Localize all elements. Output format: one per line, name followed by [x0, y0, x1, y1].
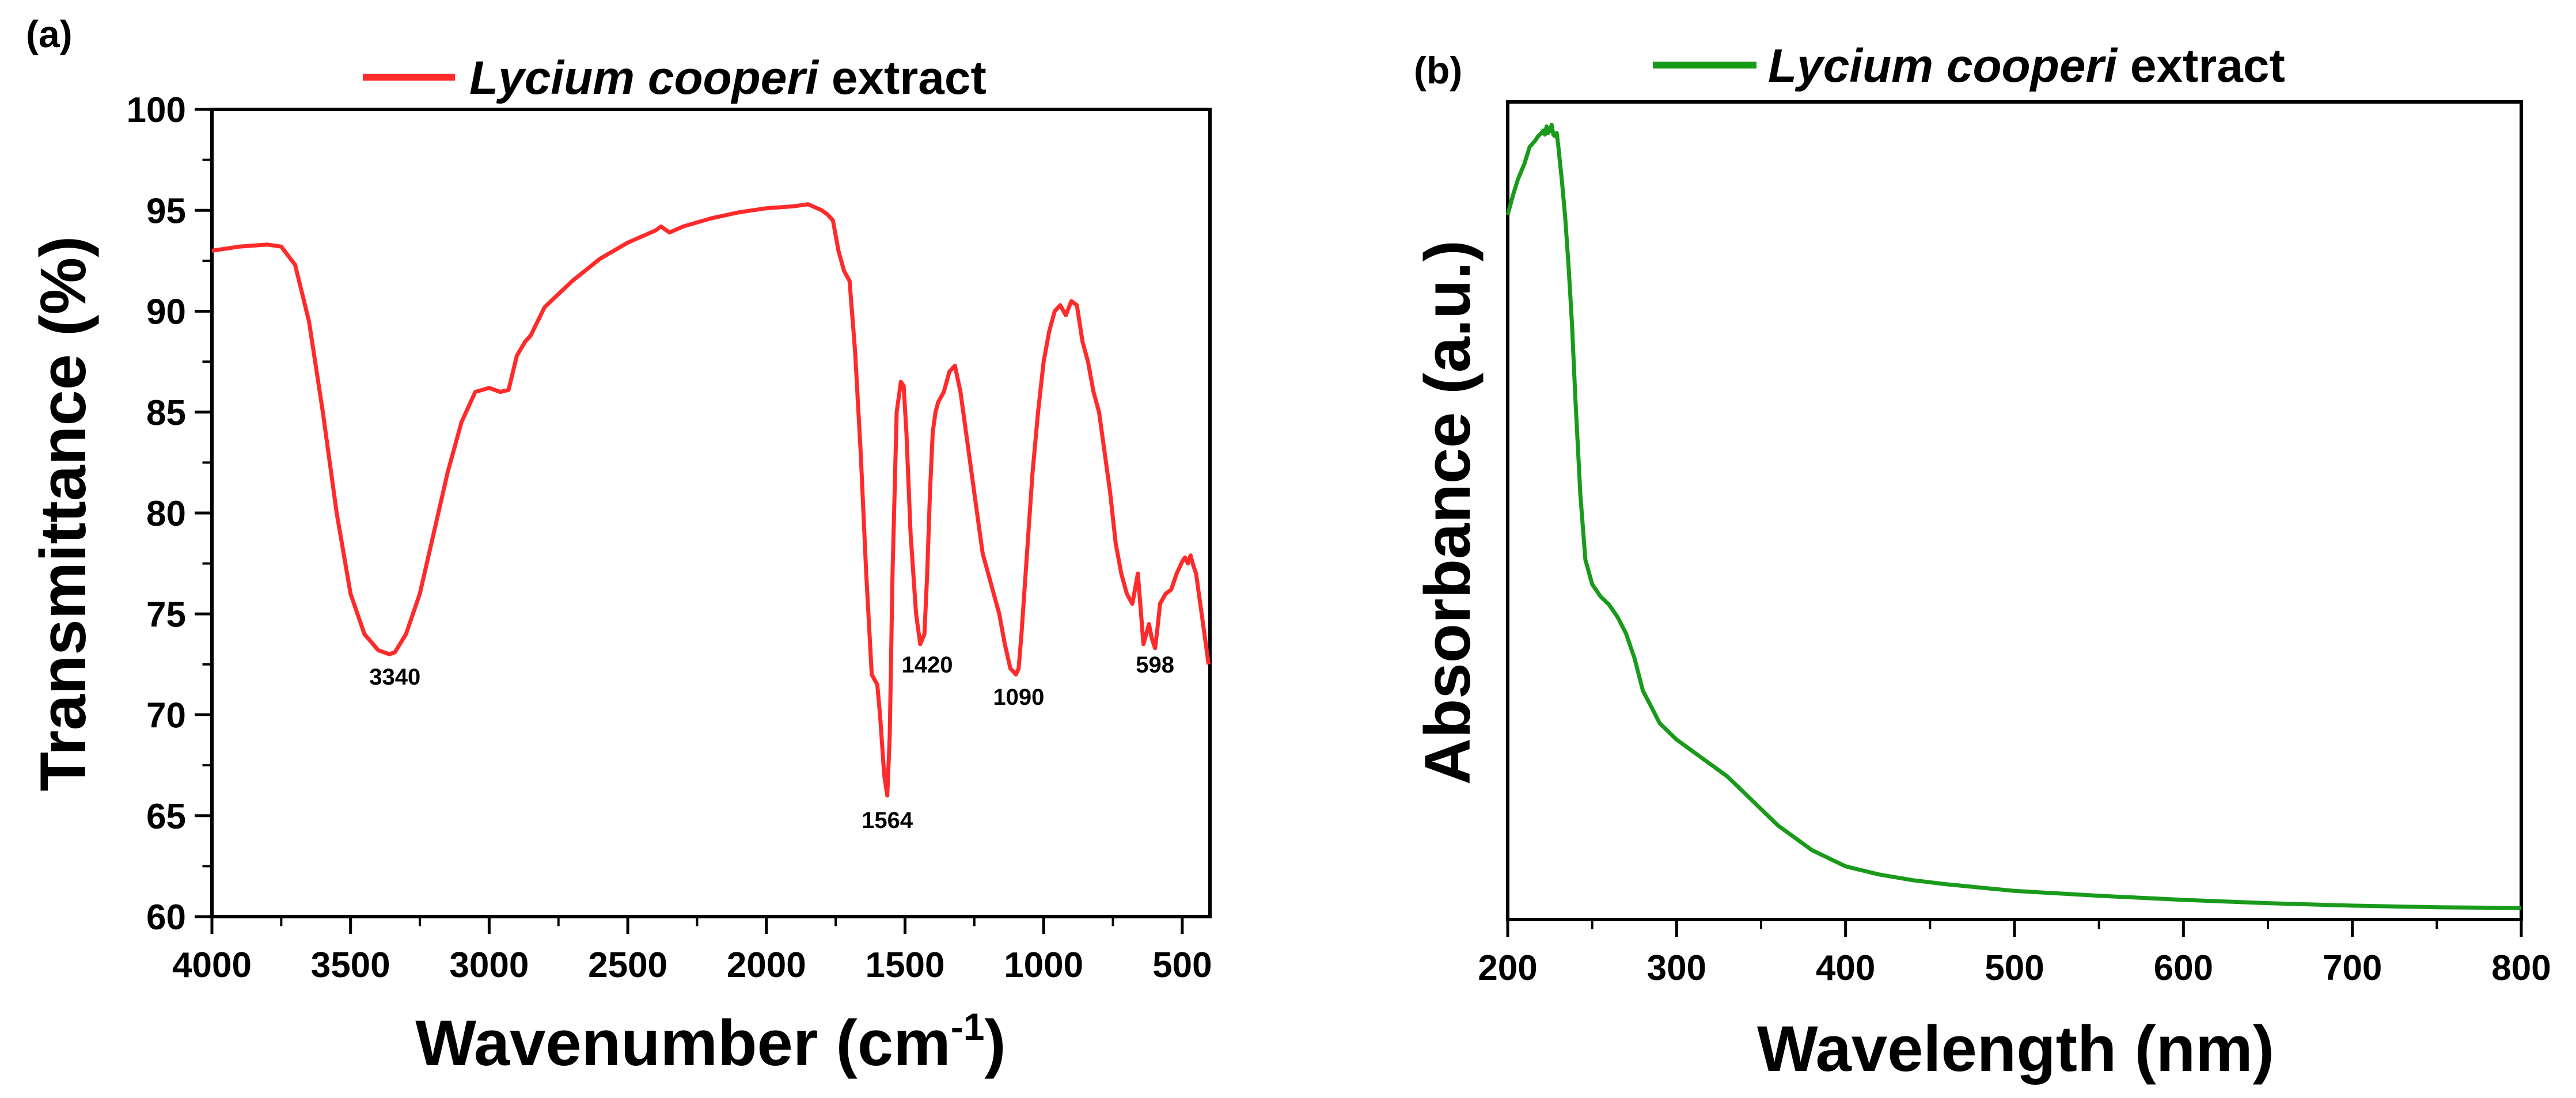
y-tick-label: 60 — [146, 898, 186, 937]
y-tick-label: 65 — [146, 797, 186, 837]
y-tick-label: 90 — [146, 292, 186, 332]
panel-b-legend-rest: extract — [2117, 40, 2285, 92]
panel-a-x-ticks: 4000 3500 3000 2500 2000 1500 1000 500 — [172, 917, 1212, 985]
x-tick-label: 300 — [1647, 948, 1706, 988]
panel-b-series-line — [1505, 123, 2522, 910]
y-tick-label: 70 — [146, 696, 186, 736]
x-tick-label: 700 — [2323, 948, 2382, 988]
panel-b-uvvis-chart: (b) Lycium cooperi extract 200 300 400 500 6… — [1412, 40, 2551, 1085]
panel-a-x-axis-close: ) — [984, 1007, 1006, 1079]
x-tick-label: 4000 — [172, 945, 252, 985]
x-tick-label: 2500 — [588, 945, 667, 985]
panel-b-label: (b) — [1414, 49, 1462, 92]
peak-label: 1564 — [862, 808, 913, 833]
panel-b-legend-label: Lycium cooperi extract — [1768, 40, 2285, 92]
y-tick-label: 85 — [146, 393, 186, 433]
panel-b-x-ticks: 200 300 400 500 600 700 800 — [1478, 920, 2551, 988]
peak-label: 3340 — [369, 664, 420, 690]
y-tick-label: 95 — [146, 191, 186, 231]
panel-a-x-axis-title: Wavenumber (cm-1) — [415, 1005, 1006, 1079]
panel-a-legend-label: Lycium cooperi extract — [469, 52, 987, 104]
panel-a-legend-italic: Lycium cooperi — [469, 52, 820, 104]
x-tick-label: 1500 — [866, 945, 945, 985]
x-tick-label: 3500 — [311, 945, 390, 985]
panel-a-plot-frame — [210, 108, 1212, 918]
x-tick-label: 1000 — [1004, 945, 1083, 985]
panel-a-ftir-chart: (a) Lycium cooperi extract 4000 3500 3000 2… — [26, 13, 1212, 1079]
panel-b-legend: Lycium cooperi extract — [1653, 40, 2285, 92]
panel-a-series-line — [211, 202, 1211, 798]
x-tick-label: 500 — [1985, 948, 2044, 988]
x-tick-label: 2000 — [727, 945, 806, 985]
x-tick-label: 500 — [1152, 945, 1212, 985]
y-tick-label: 100 — [127, 90, 186, 130]
panel-a-x-axis-sup: -1 — [951, 1005, 985, 1048]
panel-a-y-axis-title: Transmittance (%) — [27, 236, 99, 792]
y-tick-label: 75 — [146, 595, 186, 635]
x-tick-label: 400 — [1816, 948, 1875, 988]
peak-label: 1090 — [993, 685, 1044, 710]
x-tick-label: 3000 — [449, 945, 529, 985]
x-tick-label: 600 — [2154, 948, 2213, 988]
panel-b-plot-frame — [1506, 100, 2523, 921]
panel-b-x-axis-title: Wavelength (nm) — [1757, 1013, 2274, 1085]
panel-a-peak-labels: 3340 1564 1420 1090 598 — [369, 652, 1174, 833]
y-tick-label: 80 — [146, 494, 186, 534]
panel-b-legend-italic: Lycium cooperi — [1768, 40, 2118, 92]
panel-b-y-axis-title: Absorbance (a.u.) — [1412, 240, 1484, 785]
panel-a-y-ticks: 60 65 70 75 80 85 90 95 100 — [127, 90, 212, 937]
peak-label: 1420 — [901, 652, 953, 678]
x-tick-label: 800 — [2491, 948, 2551, 988]
panel-a-legend-rest: extract — [818, 52, 987, 104]
panel-a-legend: Lycium cooperi extract — [363, 52, 987, 104]
panel-a-x-axis-text: Wavenumber (cm — [415, 1007, 950, 1079]
panel-a-label: (a) — [26, 13, 73, 55]
x-tick-label: 200 — [1478, 948, 1537, 988]
peak-label: 598 — [1136, 652, 1174, 678]
